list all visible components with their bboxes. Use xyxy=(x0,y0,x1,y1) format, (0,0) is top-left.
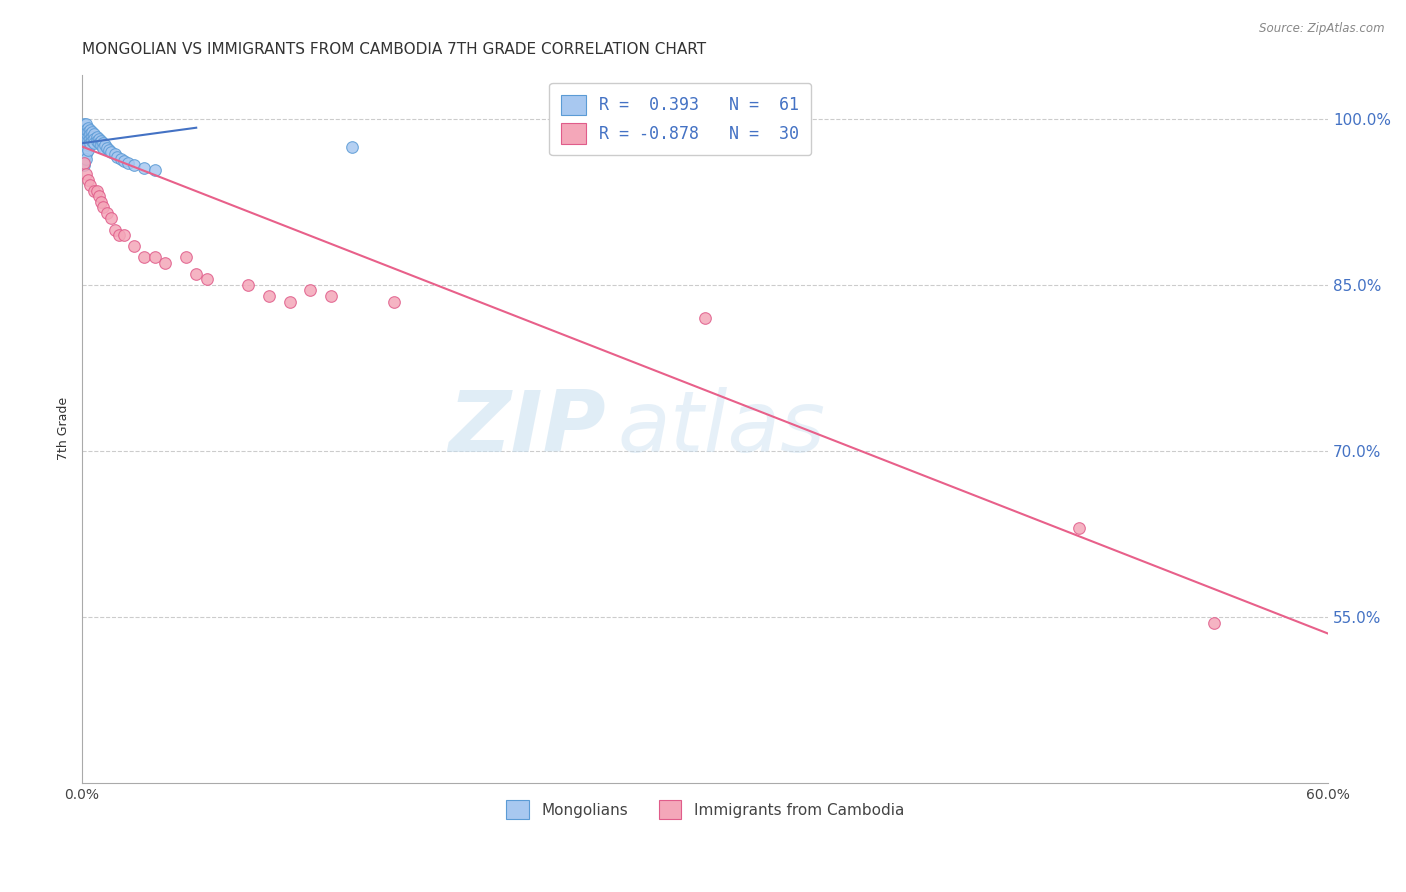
Point xyxy=(94,138,117,153)
Point xyxy=(73,139,96,153)
Point xyxy=(134,161,156,175)
Point xyxy=(693,311,716,326)
Point xyxy=(73,142,96,156)
Point xyxy=(122,158,145,172)
Point xyxy=(153,256,176,270)
Point xyxy=(90,138,112,153)
Text: atlas: atlas xyxy=(617,387,825,470)
Point xyxy=(186,267,208,281)
Point xyxy=(340,139,363,153)
Point xyxy=(73,128,96,143)
Point xyxy=(73,151,96,165)
Point xyxy=(90,134,112,148)
Point xyxy=(83,132,105,146)
Point xyxy=(299,284,322,298)
Point xyxy=(73,136,96,151)
Point xyxy=(75,167,97,181)
Point xyxy=(83,128,105,142)
Y-axis label: 7th Grade: 7th Grade xyxy=(58,397,70,460)
Point xyxy=(104,147,127,161)
Point xyxy=(79,123,101,137)
Point xyxy=(75,152,97,166)
Point xyxy=(134,250,156,264)
Point xyxy=(278,294,301,309)
Point xyxy=(96,206,118,220)
Point xyxy=(91,141,114,155)
Point xyxy=(1067,521,1090,535)
Point xyxy=(100,145,122,159)
Point xyxy=(91,136,114,151)
Point xyxy=(73,125,96,139)
Point xyxy=(73,153,96,167)
Point xyxy=(82,125,104,139)
Point xyxy=(75,134,97,148)
Point xyxy=(73,145,96,159)
Point xyxy=(73,117,96,131)
Point xyxy=(321,289,343,303)
Point xyxy=(112,153,135,168)
Point xyxy=(75,147,97,161)
Point xyxy=(75,130,97,145)
Point xyxy=(75,126,97,140)
Point xyxy=(143,250,166,264)
Point xyxy=(77,120,100,135)
Point xyxy=(100,211,122,226)
Point xyxy=(75,117,97,131)
Point xyxy=(382,294,405,309)
Point xyxy=(79,178,101,193)
Point xyxy=(122,239,145,253)
Point xyxy=(82,134,104,148)
Point xyxy=(73,147,96,161)
Point xyxy=(104,222,127,236)
Point xyxy=(73,134,96,148)
Point xyxy=(195,272,218,286)
Point xyxy=(79,132,101,146)
Point xyxy=(75,143,97,157)
Text: MONGOLIAN VS IMMIGRANTS FROM CAMBODIA 7TH GRADE CORRELATION CHART: MONGOLIAN VS IMMIGRANTS FROM CAMBODIA 7T… xyxy=(82,42,706,57)
Point xyxy=(86,134,108,148)
Point xyxy=(105,149,128,163)
Point xyxy=(91,201,114,215)
Point xyxy=(108,228,131,243)
Point xyxy=(77,134,100,148)
Point xyxy=(112,228,135,243)
Text: ZIP: ZIP xyxy=(447,387,606,470)
Point xyxy=(98,143,121,157)
Point xyxy=(1202,615,1225,630)
Point xyxy=(73,130,96,145)
Point xyxy=(77,143,100,157)
Point xyxy=(82,129,104,144)
Point xyxy=(87,132,110,146)
Point xyxy=(77,125,100,139)
Point xyxy=(86,129,108,144)
Point xyxy=(77,138,100,153)
Point xyxy=(73,123,96,137)
Point xyxy=(77,173,100,187)
Point xyxy=(83,136,105,151)
Point xyxy=(75,138,97,153)
Point xyxy=(86,184,108,198)
Point xyxy=(75,123,97,137)
Point xyxy=(73,158,96,172)
Point xyxy=(73,156,96,170)
Point xyxy=(77,129,100,144)
Point xyxy=(79,128,101,142)
Point xyxy=(87,136,110,151)
Point xyxy=(117,156,139,170)
Point xyxy=(87,189,110,203)
Point xyxy=(174,250,197,264)
Text: Source: ZipAtlas.com: Source: ZipAtlas.com xyxy=(1260,22,1385,36)
Point xyxy=(83,184,105,198)
Legend: Mongolians, Immigrants from Cambodia: Mongolians, Immigrants from Cambodia xyxy=(501,794,910,825)
Point xyxy=(143,162,166,177)
Point xyxy=(79,136,101,151)
Point xyxy=(96,141,118,155)
Point xyxy=(110,152,132,166)
Point xyxy=(73,156,96,170)
Point xyxy=(257,289,280,303)
Point xyxy=(236,277,259,292)
Point xyxy=(90,194,112,209)
